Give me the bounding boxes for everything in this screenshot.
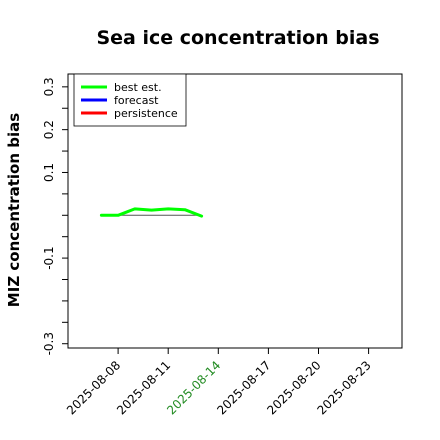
y-axis-label: MIZ concentration bias [5, 113, 23, 307]
series-line-0 [99, 207, 204, 218]
x-tick-label: 2025-08-23 [315, 358, 374, 417]
legend-label-0: best est. [114, 81, 162, 94]
y-tick-label: 0.3 [42, 77, 56, 96]
y-tick-label: -0.3 [42, 332, 56, 355]
y-tick-label: -0.1 [42, 246, 56, 269]
legend-label-2: persistence [114, 107, 178, 120]
y-tick-label: 0.1 [42, 163, 56, 182]
legend-label-1: forecast [114, 94, 159, 107]
y-tick-label: 0.2 [42, 120, 56, 139]
chart-title: Sea ice concentration bias [96, 27, 379, 49]
plot-frame [67, 73, 403, 349]
